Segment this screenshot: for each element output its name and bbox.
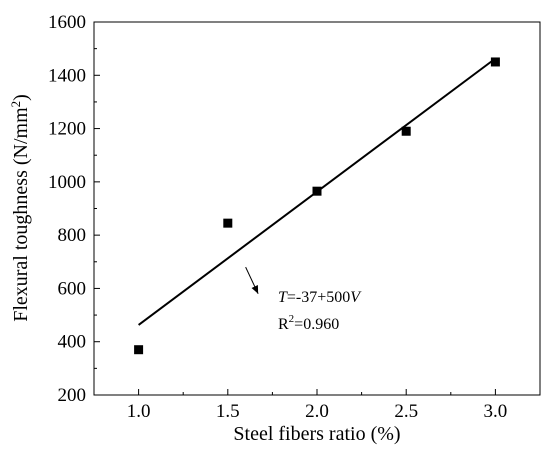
x-axis: 1.0 1.5 2.0 2.5 3.0 (127, 389, 508, 422)
data-points (134, 57, 500, 355)
data-point (223, 218, 233, 228)
y-tick-label: 1400 (48, 65, 86, 86)
x-tick-label: 1.0 (127, 401, 151, 422)
annotation-arrow (245, 266, 259, 294)
data-point (134, 345, 144, 355)
x-axis-title: Steel fibers ratio (%) (233, 423, 400, 445)
data-point (490, 57, 500, 67)
x-tick-label: 1.5 (216, 401, 240, 422)
x-tick-label: 3.0 (484, 401, 508, 422)
arrow-head (251, 285, 259, 294)
y-axis: 200 400 600 800 1000 1200 1400 1600 (48, 12, 100, 406)
y-tick-label: 1600 (48, 12, 86, 33)
x-tick-label: 2.5 (394, 401, 418, 422)
fit-equation: T=-37+500V (278, 289, 362, 306)
plot-frame (93, 21, 541, 396)
y-tick-label: 200 (58, 385, 87, 406)
r-squared: R2=0.960 (278, 313, 339, 333)
y-tick-label: 800 (58, 225, 87, 246)
x-tick-label: 2.0 (305, 401, 329, 422)
data-point (401, 126, 411, 136)
y-axis-title: Flexural toughness (N/mm2) (8, 94, 32, 322)
y-tick-label: 600 (58, 278, 87, 299)
y-tick-label: 1200 (48, 119, 86, 140)
data-point (312, 186, 322, 196)
y-tick-label: 1000 (48, 172, 86, 193)
y-tick-label: 400 (58, 332, 87, 353)
